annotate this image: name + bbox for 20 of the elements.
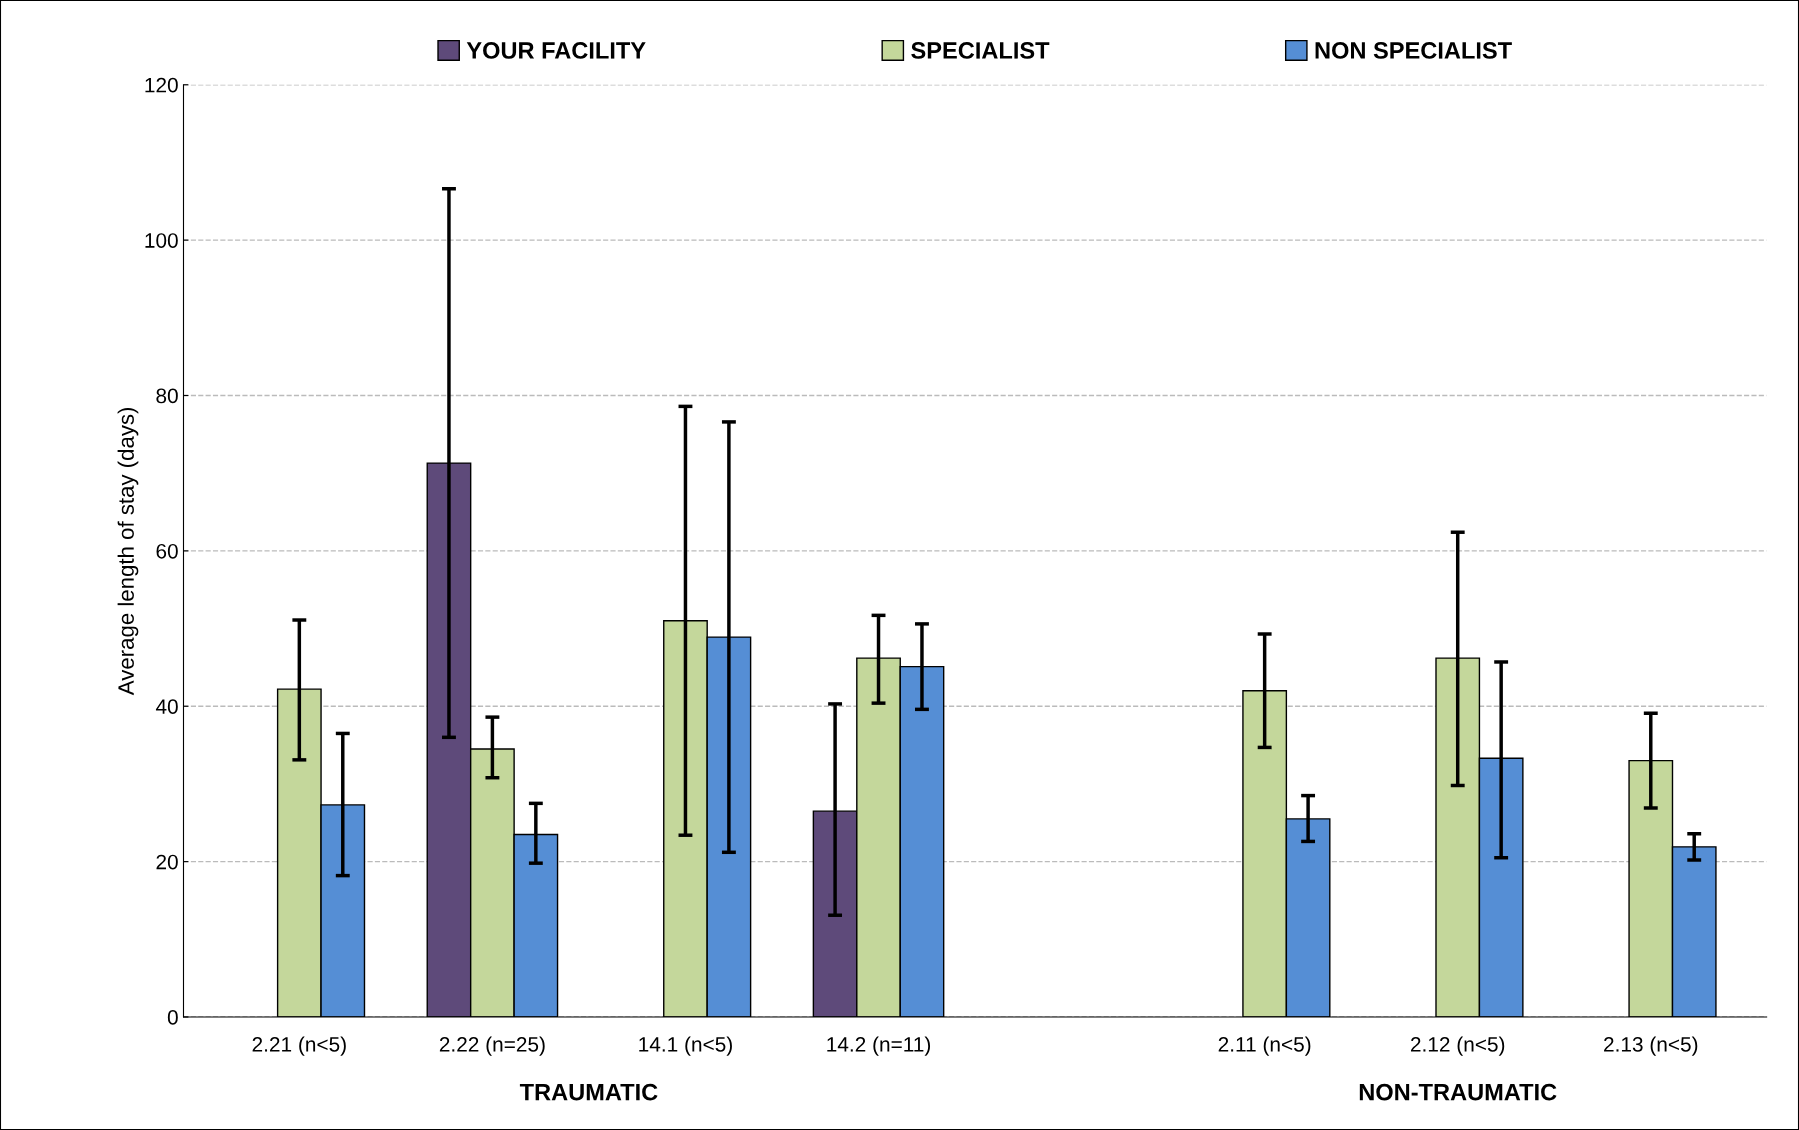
legend-label: YOUR FACILITY: [466, 42, 646, 59]
x-tick-label: 2.21 (n<5): [252, 1036, 346, 1056]
x-tick-label: 2.13 (n<5): [1604, 1036, 1698, 1056]
y-tick-label: 120: [145, 77, 178, 93]
y-tick-label: 60: [156, 543, 178, 559]
text: NON-TRAUMATIC: [1359, 1083, 1557, 1101]
y-tick-label: 0: [167, 1010, 178, 1025]
y-axis-title: Average length of stay (days): [117, 407, 139, 696]
y-tick-label: 100: [145, 233, 178, 248]
x-tick-label: 14.2 (n=11): [827, 1036, 931, 1056]
legend-label: SPECIALIST: [911, 42, 1050, 59]
y-tick-label: 80: [156, 388, 178, 404]
text: TRAUMATIC: [519, 1083, 658, 1101]
x-tick-label: 2.22 (n=25): [439, 1036, 545, 1056]
y-tick-label: 40: [155, 699, 178, 714]
legend-label: NON SPECIALIST: [1315, 42, 1512, 59]
x-tick-label: 14.1 (n<5): [639, 1036, 732, 1056]
y-tick-label: 20: [156, 854, 178, 870]
x-tick-label: 2.11 (n<5): [1218, 1036, 1311, 1056]
x-tick-label: 2.12 (n<5): [1410, 1036, 1505, 1056]
